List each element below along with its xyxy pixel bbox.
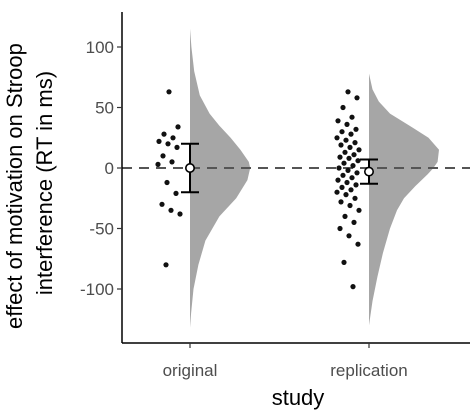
data-point-replication [353, 126, 359, 132]
y-tick-label: -100 [80, 280, 114, 299]
density-replication [369, 73, 439, 326]
data-point-replication [342, 213, 348, 219]
data-point-replication [345, 89, 351, 95]
summary-layer [181, 142, 378, 194]
data-point-replication [353, 182, 359, 188]
axes-layer: 100 50 0 -50 -100 original replication [80, 12, 470, 380]
data-point-original [164, 179, 170, 186]
data-point-replication [346, 233, 352, 239]
y-axis-title-line-1: effect of motivation on Stroop [2, 43, 27, 329]
data-point-original [174, 144, 180, 150]
data-point-original [168, 207, 174, 213]
data-point-replication [354, 170, 360, 176]
points-layer [155, 89, 362, 290]
data-point-replication [336, 165, 342, 171]
data-point-original [169, 159, 175, 165]
x-tick-label-replication: replication [330, 361, 408, 380]
data-point-original [160, 153, 166, 159]
y-tick-label: 100 [86, 38, 114, 57]
mean-marker-replication [363, 166, 374, 177]
data-point-replication [343, 137, 349, 143]
mean-marker-original [185, 163, 196, 174]
data-point-replication [348, 131, 354, 137]
x-tick-label-original: original [163, 361, 218, 380]
data-point-replication [346, 155, 352, 161]
data-point-replication [350, 163, 356, 169]
data-point-replication [338, 142, 344, 148]
data-point-replication [337, 225, 343, 232]
data-point-replication [355, 241, 361, 247]
data-point-replication [354, 95, 360, 101]
data-point-replication [344, 179, 350, 186]
data-point-original [155, 161, 161, 167]
data-point-replication [349, 175, 355, 181]
data-point-replication [356, 147, 362, 153]
data-point-replication [347, 144, 353, 150]
data-point-replication [351, 219, 357, 225]
data-point-replication [348, 187, 354, 193]
density-original [190, 28, 251, 328]
data-point-replication [334, 135, 340, 141]
y-axis-title: effect of motivation on Stroop interfere… [2, 37, 57, 329]
y-tick-label: -50 [89, 220, 114, 239]
y-tick-label: 0 [105, 159, 114, 178]
data-point-replication [335, 177, 341, 183]
data-point-replication [337, 154, 343, 160]
data-point-replication [349, 114, 355, 120]
data-point-replication [343, 192, 349, 198]
data-point-replication [341, 259, 347, 265]
y-axis-title-line-2: interference (RT in ms) [32, 71, 57, 295]
data-point-original [161, 131, 167, 137]
data-point-original [159, 201, 165, 207]
data-point-replication [356, 207, 362, 213]
data-point-replication [344, 121, 350, 127]
data-point-replication [339, 184, 345, 190]
density-layer [190, 28, 439, 328]
x-axis-title: study [272, 385, 325, 410]
data-point-replication [351, 152, 357, 158]
data-point-original [173, 190, 179, 196]
data-point-replication [335, 118, 341, 124]
y-tick-label: 50 [95, 99, 114, 118]
data-point-original [156, 138, 162, 144]
data-point-replication [340, 172, 346, 178]
data-point-original [165, 141, 171, 147]
data-point-replication [350, 284, 356, 290]
data-point-replication [339, 129, 345, 135]
data-point-replication [347, 202, 353, 209]
data-point-replication [334, 189, 340, 195]
data-point-original [166, 89, 172, 95]
data-point-original [177, 211, 183, 217]
data-point-original [170, 135, 176, 141]
data-point-replication [338, 199, 344, 205]
data-point-replication [352, 195, 358, 201]
data-point-replication [341, 160, 347, 166]
data-point-replication [352, 140, 358, 146]
data-point-original [163, 262, 169, 268]
data-point-replication [355, 158, 361, 164]
data-point-replication [340, 104, 346, 111]
data-point-replication [345, 167, 351, 173]
data-point-original [175, 124, 181, 130]
data-point-replication [342, 149, 348, 155]
